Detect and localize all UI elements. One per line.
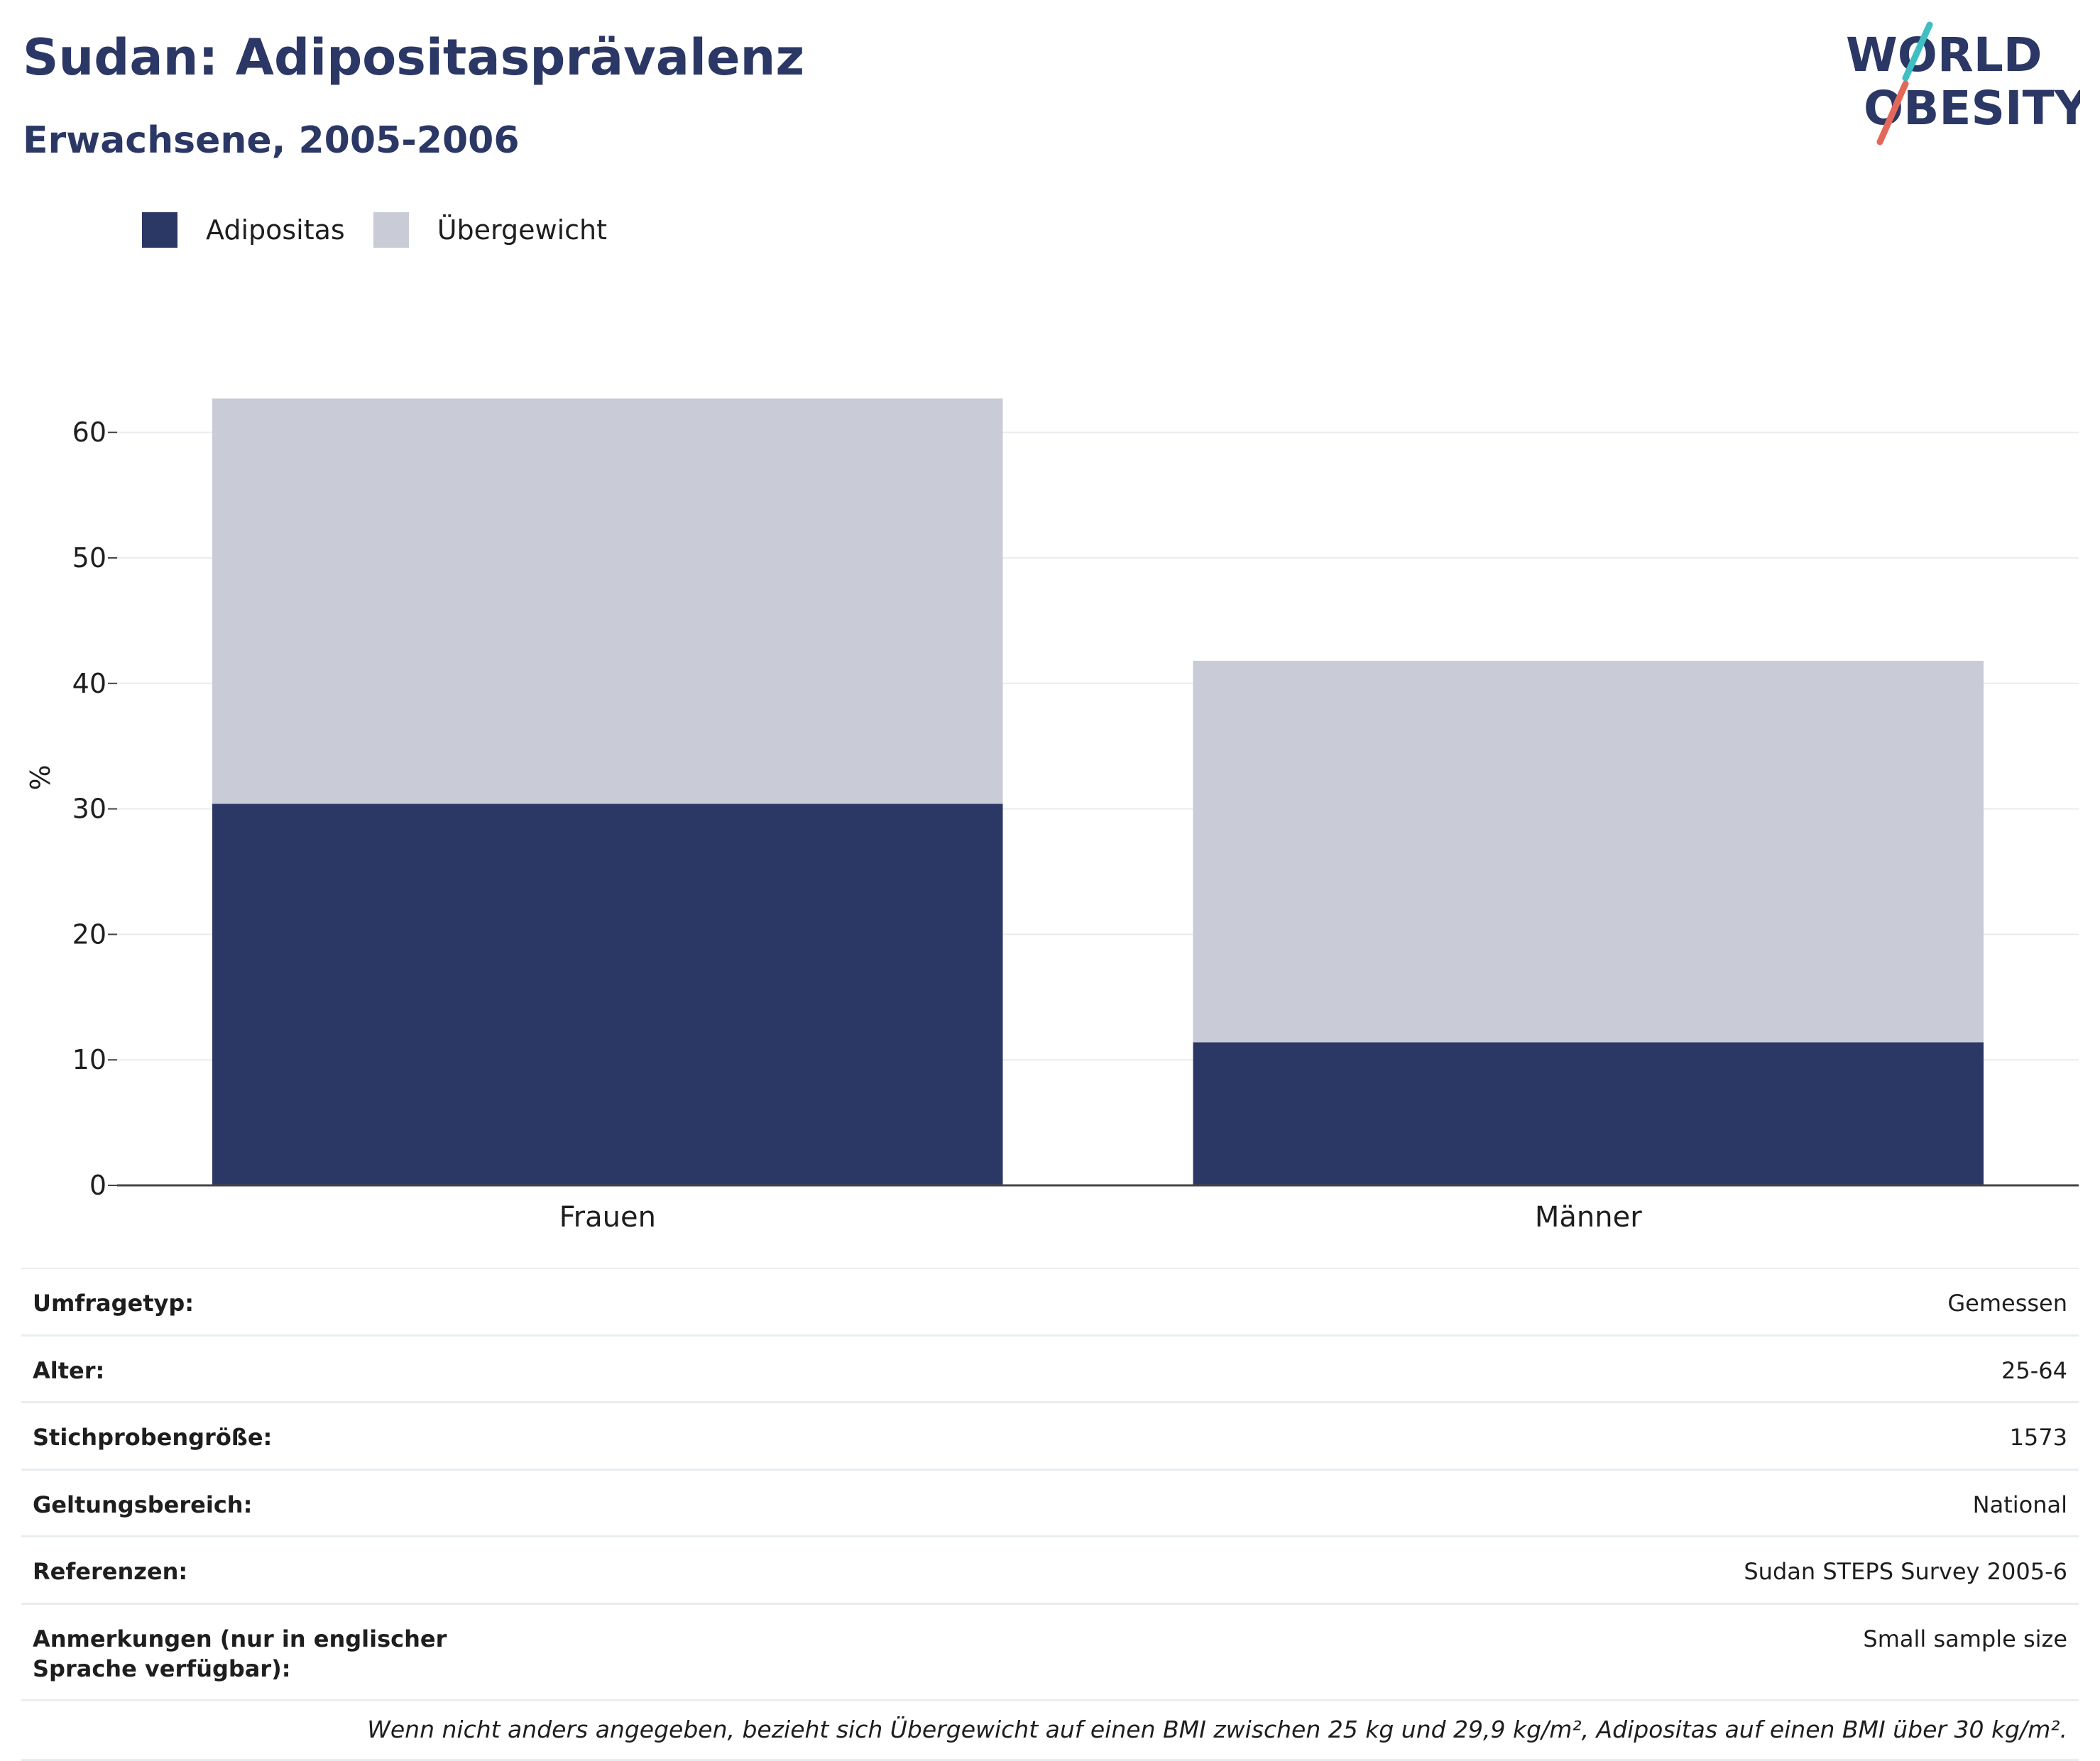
y-tick-label-30: 30 [72,794,106,825]
bar-frauen-adipositas [212,803,1003,1185]
y-tick-label-40: 40 [72,668,106,699]
chart-title: Sudan: Adipositasprävalenz [23,28,805,87]
chart-legend: Adipositas Übergewicht [142,210,635,250]
y-axis-label: % [25,764,56,790]
legend-label-adipositas: Adipositas [206,214,345,246]
y-tick-label-10: 10 [72,1044,106,1075]
legend-item-adipositas[interactable]: Adipositas [142,212,345,248]
y-tick-label-60: 60 [72,417,106,448]
logo-text-line1: WORLD [1846,28,2042,82]
meta-value: National [1972,1491,2067,1518]
bar-mnner-bergewicht [1193,660,1984,1043]
meta-row: Stichprobengröße: 1573 [21,1403,2079,1471]
y-tick-label-0: 0 [89,1170,106,1201]
meta-row: Umfragetyp: Gemessen [21,1269,2079,1337]
meta-key: Stichprobengröße: [33,1424,273,1452]
meta-row: Referenzen: Sudan STEPS Survey 2005-6 [21,1537,2079,1605]
x-tick-label-1: Männer [1535,1201,1642,1234]
meta-key: Anmerkungen (nur in englischer Sprache v… [33,1625,447,1682]
meta-row: Geltungsbereich: National [21,1471,2079,1538]
meta-value: 1573 [2009,1424,2067,1452]
footnote: Wenn nicht anders angegeben, bezieht sic… [21,1701,2079,1761]
stacked-bar-chart: 0 10 20 30 40 50 60% Frauen Männer [25,398,2079,1234]
meta-value: Gemessen [1947,1290,2067,1317]
meta-value: Small sample size [1863,1625,2067,1652]
chart-subtitle: Erwachsene, 2005-2006 [23,119,520,162]
x-tick-label-0: Frauen [559,1201,656,1234]
y-tick-label-20: 20 [72,918,106,950]
meta-key: Geltungsbereich: [33,1491,253,1518]
logo-stroke-teal [1902,21,1933,82]
bar-frauen-bergewicht [212,398,1003,804]
legend-swatch-adipositas [142,212,177,248]
metadata-table: Umfragetyp: Gemessen Alter: 25-64 Stichprobe… [21,1268,2079,1761]
legend-swatch-uebergewicht [373,212,409,248]
world-obesity-logo: WORLD OBESITY [1846,21,2080,146]
meta-value: Sudan STEPS Survey 2005-6 [1744,1558,2067,1586]
bar-mnner-adipositas [1193,1042,1984,1185]
meta-value: 25-64 [2001,1356,2067,1384]
meta-row: Anmerkungen (nur in englischer Sprache v… [21,1605,2079,1702]
meta-key: Referenzen: [33,1558,188,1586]
meta-key: Umfragetyp: [33,1290,195,1317]
logo-stroke-coral [1876,80,1909,146]
legend-label-uebergewicht: Übergewicht [437,214,607,246]
legend-item-uebergewicht[interactable]: Übergewicht [373,212,607,248]
meta-row: Alter: 25-64 [21,1337,2079,1404]
y-tick-label-50: 50 [72,542,106,574]
meta-key: Alter: [33,1356,105,1384]
